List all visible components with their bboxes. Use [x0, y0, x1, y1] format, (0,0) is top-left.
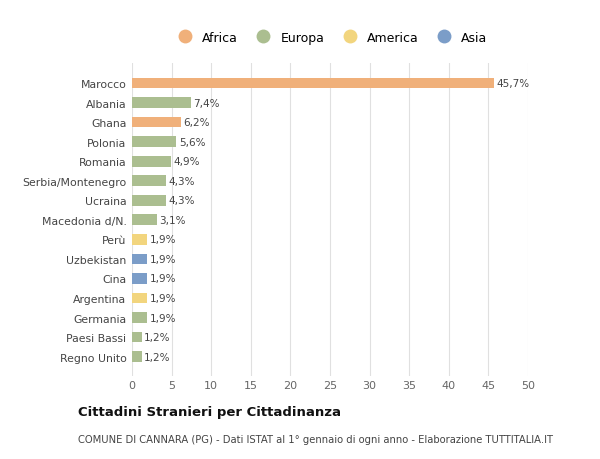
- Bar: [132, 215, 157, 226]
- Text: 1,9%: 1,9%: [149, 313, 176, 323]
- Bar: [132, 313, 147, 323]
- Legend: Africa, Europa, America, Asia: Africa, Europa, America, Asia: [167, 27, 493, 50]
- Text: 1,9%: 1,9%: [149, 254, 176, 264]
- Text: COMUNE DI CANNARA (PG) - Dati ISTAT al 1° gennaio di ogni anno - Elaborazione TU: COMUNE DI CANNARA (PG) - Dati ISTAT al 1…: [78, 434, 553, 443]
- Bar: [132, 293, 147, 304]
- Bar: [132, 274, 147, 284]
- Text: 6,2%: 6,2%: [184, 118, 210, 128]
- Bar: [132, 235, 147, 245]
- Text: 45,7%: 45,7%: [496, 79, 529, 89]
- Bar: [132, 157, 171, 167]
- Bar: [132, 196, 166, 206]
- Text: 1,9%: 1,9%: [149, 274, 176, 284]
- Text: Cittadini Stranieri per Cittadinanza: Cittadini Stranieri per Cittadinanza: [78, 405, 341, 419]
- Text: 3,1%: 3,1%: [159, 215, 185, 225]
- Text: 7,4%: 7,4%: [193, 98, 220, 108]
- Bar: [132, 137, 176, 148]
- Bar: [132, 332, 142, 343]
- Text: 5,6%: 5,6%: [179, 137, 205, 147]
- Bar: [132, 118, 181, 128]
- Bar: [132, 98, 191, 109]
- Text: 4,9%: 4,9%: [173, 157, 200, 167]
- Text: 1,9%: 1,9%: [149, 235, 176, 245]
- Bar: [132, 352, 142, 362]
- Bar: [132, 254, 147, 265]
- Text: 1,9%: 1,9%: [149, 293, 176, 303]
- Text: 1,2%: 1,2%: [144, 332, 170, 342]
- Text: 4,3%: 4,3%: [169, 176, 195, 186]
- Bar: [132, 176, 166, 187]
- Text: 4,3%: 4,3%: [169, 196, 195, 206]
- Text: 1,2%: 1,2%: [144, 352, 170, 362]
- Bar: [132, 78, 494, 89]
